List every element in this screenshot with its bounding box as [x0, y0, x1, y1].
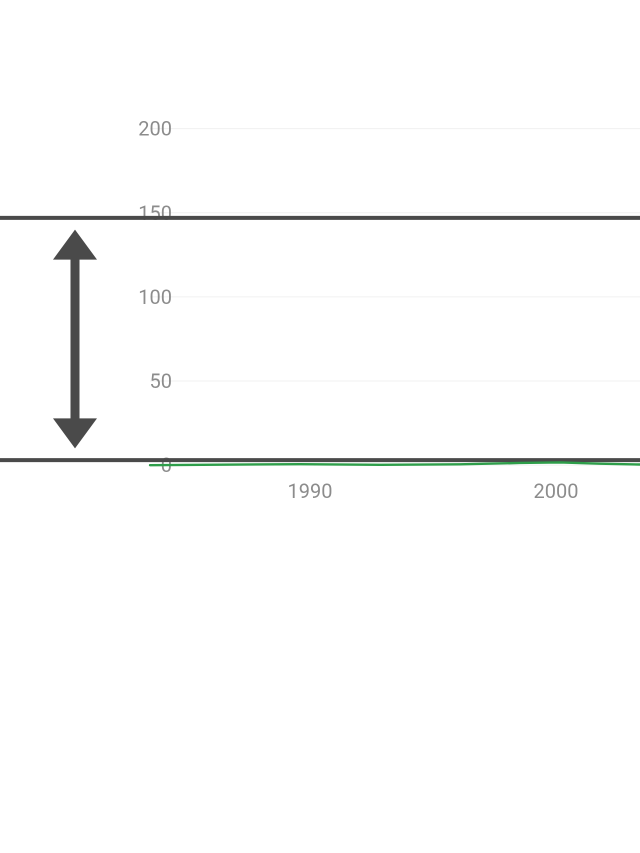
chart-container: 05010015020019902000 [0, 0, 640, 853]
y-tick-label: 100 [138, 285, 172, 309]
y-tick-label: 150 [138, 201, 172, 225]
y-tick-label: 200 [138, 117, 172, 141]
chart-svg: 05010015020019902000 [0, 0, 640, 853]
x-tick-label: 1990 [288, 479, 333, 503]
chart-background [0, 0, 640, 853]
x-tick-label: 2000 [534, 479, 579, 503]
y-tick-label: 50 [150, 369, 172, 393]
